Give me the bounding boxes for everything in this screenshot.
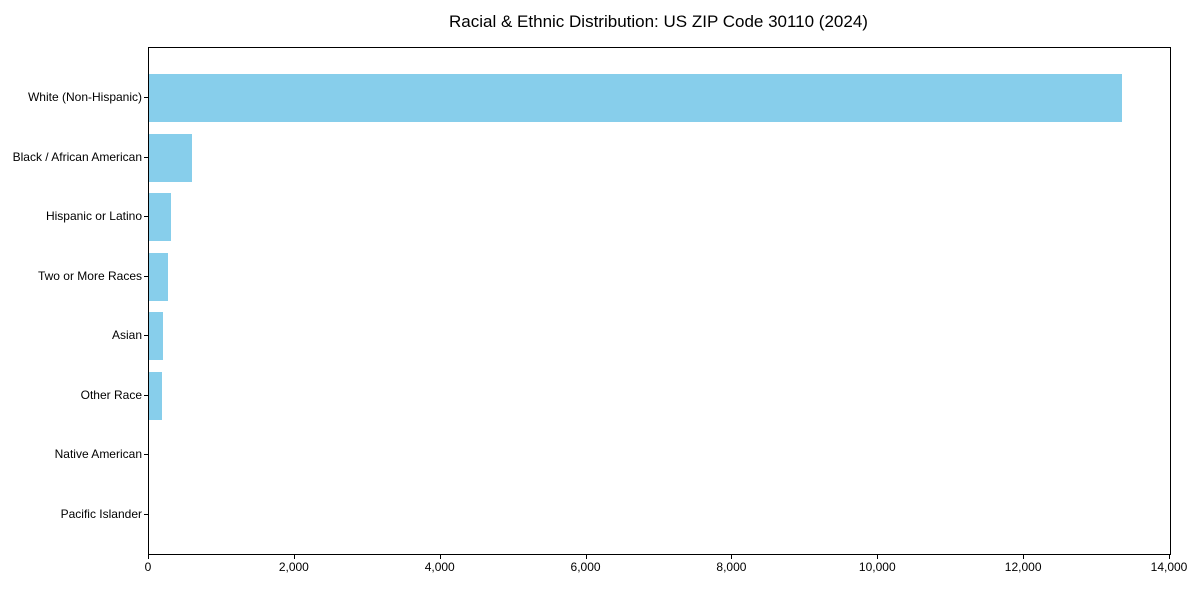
y-tick-label-native-american: Native American bbox=[54, 447, 142, 462]
y-tick-mark-black-african-american bbox=[144, 156, 148, 158]
y-tick-mark-native-american bbox=[144, 454, 148, 456]
x-tick-label-12000: 12,000 bbox=[1004, 560, 1042, 574]
bar-white-non-hispanic bbox=[149, 74, 1122, 122]
plot-area bbox=[148, 47, 1171, 555]
y-tick-mark-pacific-islander bbox=[144, 513, 148, 515]
y-tick-label-asian: Asian bbox=[111, 328, 142, 343]
bar-other-race bbox=[149, 371, 163, 420]
bar-black-african-american bbox=[149, 133, 193, 182]
x-tick-mark-6000 bbox=[585, 555, 587, 559]
x-tick-mark-4000 bbox=[439, 555, 441, 559]
x-tick-mark-12000 bbox=[1023, 555, 1025, 559]
bar-asian bbox=[149, 312, 163, 361]
x-tick-label-10000: 10,000 bbox=[858, 560, 896, 574]
y-tick-mark-two-or-more-races bbox=[144, 275, 148, 277]
x-tick-label-14000: 14,000 bbox=[1150, 560, 1188, 574]
x-tick-mark-10000 bbox=[877, 555, 879, 559]
x-tick-label-8000: 8,000 bbox=[716, 560, 747, 574]
x-tick-mark-8000 bbox=[731, 555, 733, 559]
x-tick-label-0: 0 bbox=[144, 560, 152, 574]
y-tick-label-hispanic-or-latino: Hispanic or Latino bbox=[45, 209, 142, 224]
y-tick-label-other-race: Other Race bbox=[80, 387, 142, 402]
y-tick-mark-hispanic-or-latino bbox=[144, 216, 148, 218]
x-tick-label-2000: 2,000 bbox=[278, 560, 309, 574]
y-tick-mark-asian bbox=[144, 335, 148, 337]
y-tick-mark-white-non-hispanic bbox=[144, 97, 148, 98]
bar-two-or-more-races bbox=[149, 252, 168, 301]
x-tick-mark-0 bbox=[148, 555, 149, 559]
x-tick-label-4000: 4,000 bbox=[424, 560, 455, 574]
chart-title: Racial & Ethnic Distribution: US ZIP Cod… bbox=[449, 12, 868, 31]
bar-hispanic-or-latino bbox=[149, 193, 171, 242]
y-tick-mark-other-race bbox=[144, 394, 148, 396]
y-tick-label-black-african-american: Black / African American bbox=[12, 149, 142, 164]
y-tick-label-pacific-islander: Pacific Islander bbox=[60, 506, 142, 521]
y-tick-label-two-or-more-races: Two or More Races bbox=[37, 268, 142, 283]
x-tick-label-6000: 6,000 bbox=[570, 560, 601, 574]
y-tick-label-white-non-hispanic: White (Non-Hispanic) bbox=[27, 90, 142, 104]
x-tick-mark-14000 bbox=[1169, 555, 1170, 559]
x-tick-mark-2000 bbox=[293, 555, 295, 559]
